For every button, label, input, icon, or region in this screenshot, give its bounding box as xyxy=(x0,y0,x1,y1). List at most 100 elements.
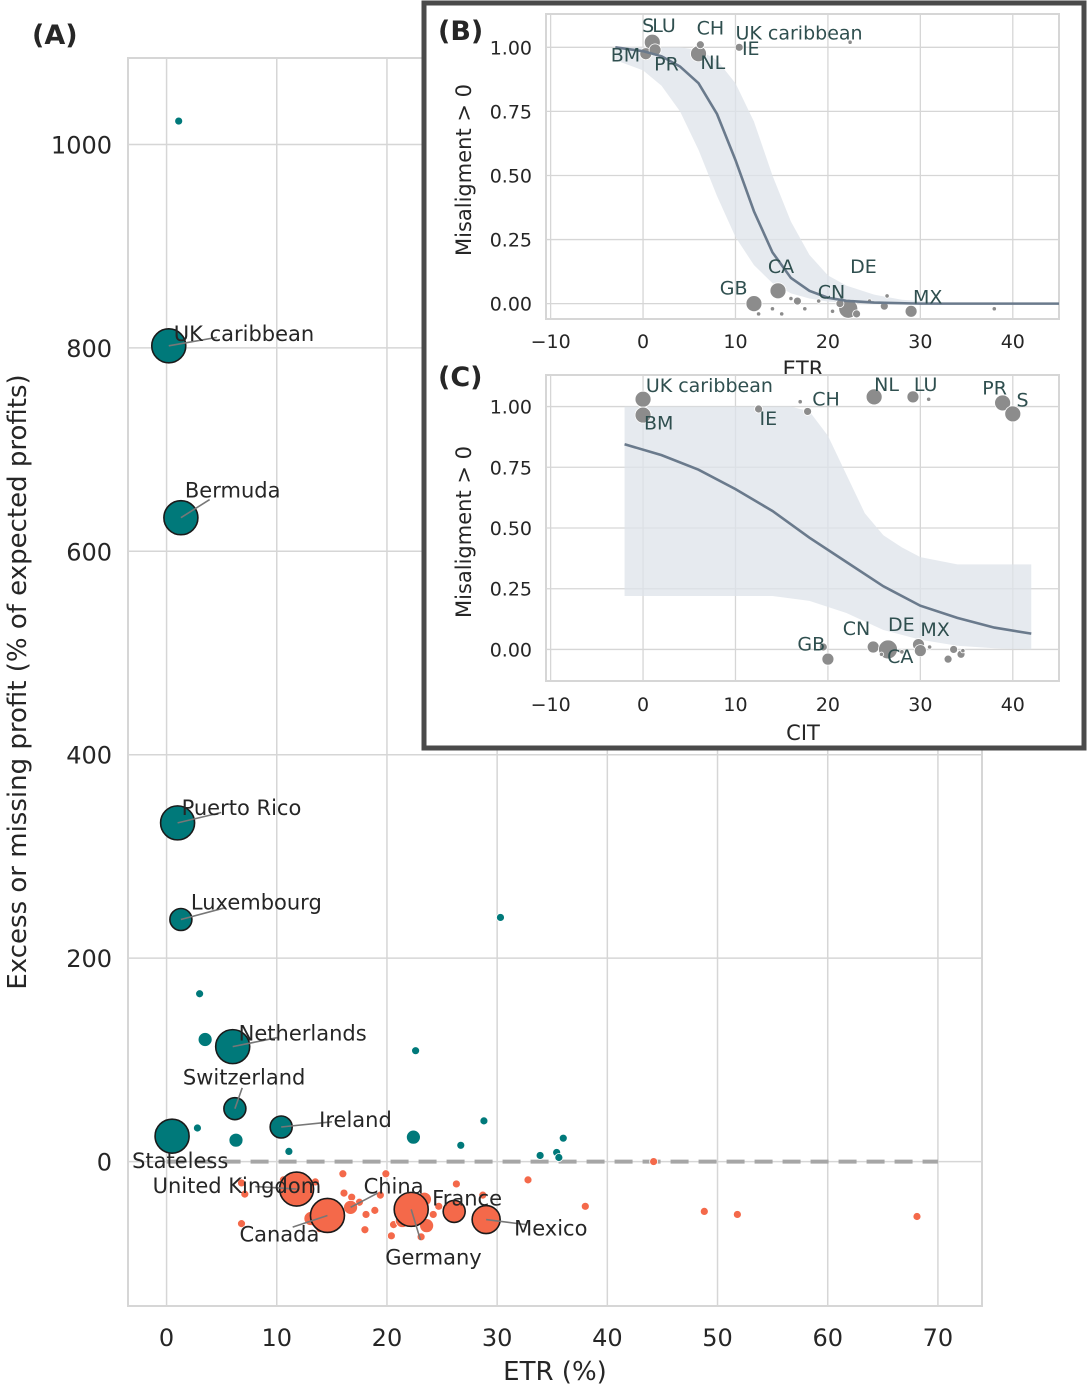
x-tick-label: 30 xyxy=(482,1324,513,1352)
data-point xyxy=(535,1151,545,1160)
inset-c-points xyxy=(634,388,1022,666)
inset-b-x-tick-labels: −10 0 10 20 30 40 xyxy=(531,331,1025,353)
data-point xyxy=(852,309,861,319)
data-point xyxy=(523,1175,533,1185)
data-point xyxy=(878,651,885,657)
y-tick-label: 400 xyxy=(66,742,112,770)
country-code-label: IE xyxy=(760,408,778,430)
y-tick-label: 0.50 xyxy=(490,165,532,187)
y-tick-label: 200 xyxy=(66,945,112,973)
annotation-luxembourg: Luxembourg xyxy=(191,890,322,914)
data-point xyxy=(406,1129,421,1145)
point-france xyxy=(442,1199,466,1224)
data-point xyxy=(818,642,828,652)
country-code-label: CN xyxy=(818,281,845,303)
data-point xyxy=(284,1146,294,1156)
y-tick-label: 1000 xyxy=(51,131,112,159)
data-point xyxy=(754,404,763,414)
country-code-label: GB xyxy=(797,634,825,656)
country-code-label: PR xyxy=(982,377,1007,399)
data-point xyxy=(949,645,959,654)
x-tick-label: 30 xyxy=(908,331,932,353)
data-point xyxy=(237,1178,246,1188)
annotation-canada: Canada xyxy=(239,1222,319,1246)
data-point xyxy=(788,295,794,302)
inset-c-point-labels: UK caribbean BM CH IE NL LU PR S GB CN DE MX CA xyxy=(644,374,1029,668)
data-point xyxy=(829,308,836,314)
country-code-label: UK caribbean xyxy=(646,375,773,397)
data-point xyxy=(228,1132,244,1148)
annotation-uk-caribbean: UK caribbean xyxy=(174,322,314,346)
data-point xyxy=(821,652,835,666)
y-tick-label: 0.75 xyxy=(490,101,532,123)
x-tick-label: 20 xyxy=(816,331,840,353)
data-point xyxy=(558,1133,568,1143)
data-point xyxy=(456,1140,466,1150)
data-point xyxy=(816,298,822,304)
country-code-label: PR xyxy=(654,53,679,75)
data-point xyxy=(634,406,652,424)
annotation-arrow xyxy=(486,1218,527,1226)
panel-label-b: (B) xyxy=(438,16,483,47)
x-tick-label: 40 xyxy=(1001,694,1025,716)
x-tick-label: 0 xyxy=(159,1324,174,1352)
annotation-arrow xyxy=(292,1214,328,1228)
panel-label-a: (A) xyxy=(32,20,78,51)
data-point xyxy=(734,42,744,52)
annotation-arrow xyxy=(168,336,218,347)
data-point xyxy=(960,648,966,654)
y-tick-label: 0.00 xyxy=(490,639,532,661)
country-code-label: LU xyxy=(652,15,676,37)
inset-chart-cit-logit: UK caribbean BM CH IE NL LU PR S GB CN DE MX CA −10 0… xyxy=(438,362,1060,745)
inset-b-y-axis-label: Misaligment > 0 xyxy=(452,84,476,256)
x-tick-label: 10 xyxy=(261,1324,292,1352)
annotation-ireland: Ireland xyxy=(319,1108,392,1132)
x-tick-label: −10 xyxy=(531,694,571,716)
inset-c-x-tick-labels: −10 0 10 20 30 40 xyxy=(531,694,1025,716)
data-point xyxy=(237,1219,246,1229)
data-point xyxy=(913,644,927,658)
inset-b-y-tick-labels: 0.00 0.25 0.50 0.75 1.00 xyxy=(490,37,532,315)
country-code-label: IE xyxy=(742,38,760,60)
data-point xyxy=(793,296,802,306)
country-code-label: NL xyxy=(700,52,725,74)
annotation-arrow xyxy=(350,1192,379,1209)
annotation-china: China xyxy=(364,1174,424,1198)
x-tick-label: 10 xyxy=(723,694,747,716)
data-point xyxy=(991,306,997,312)
data-point xyxy=(926,644,933,650)
x-tick-label: 0 xyxy=(637,694,649,716)
data-point xyxy=(926,396,932,402)
country-code-label: DE xyxy=(850,256,877,278)
data-point xyxy=(428,1210,438,1219)
x-tick-label: −10 xyxy=(531,331,571,353)
data-point xyxy=(797,399,803,405)
main-chart-point-labels: UK caribbean Bermuda Puerto Rico Luxembourg… xyxy=(132,322,587,1270)
data-point xyxy=(865,388,883,406)
x-tick-label: 40 xyxy=(592,1324,623,1352)
data-point xyxy=(906,390,920,404)
annotation-mexico: Mexico xyxy=(514,1217,587,1241)
data-point xyxy=(580,1201,590,1211)
data-point xyxy=(370,1205,380,1215)
data-point xyxy=(174,116,184,126)
x-tick-label: 60 xyxy=(812,1324,843,1352)
data-point xyxy=(912,1212,922,1221)
annotation-arrow xyxy=(177,811,222,824)
country-code-label: UK caribbean xyxy=(735,23,862,45)
y-tick-label: 0.25 xyxy=(490,230,532,252)
x-tick-label: 10 xyxy=(723,331,747,353)
country-code-label: S xyxy=(642,15,654,37)
y-tick-label: 0.75 xyxy=(490,457,532,479)
x-tick-label: 40 xyxy=(1001,331,1025,353)
country-code-label: BM xyxy=(644,413,673,435)
data-point xyxy=(884,293,890,299)
country-code-label: DE xyxy=(888,614,915,636)
inset-c-y-axis-label: Misaligment > 0 xyxy=(452,446,476,618)
data-point xyxy=(943,654,953,664)
x-tick-label: 0 xyxy=(637,331,649,353)
data-point xyxy=(496,913,505,922)
inset-b-fit-curve xyxy=(615,46,1059,305)
